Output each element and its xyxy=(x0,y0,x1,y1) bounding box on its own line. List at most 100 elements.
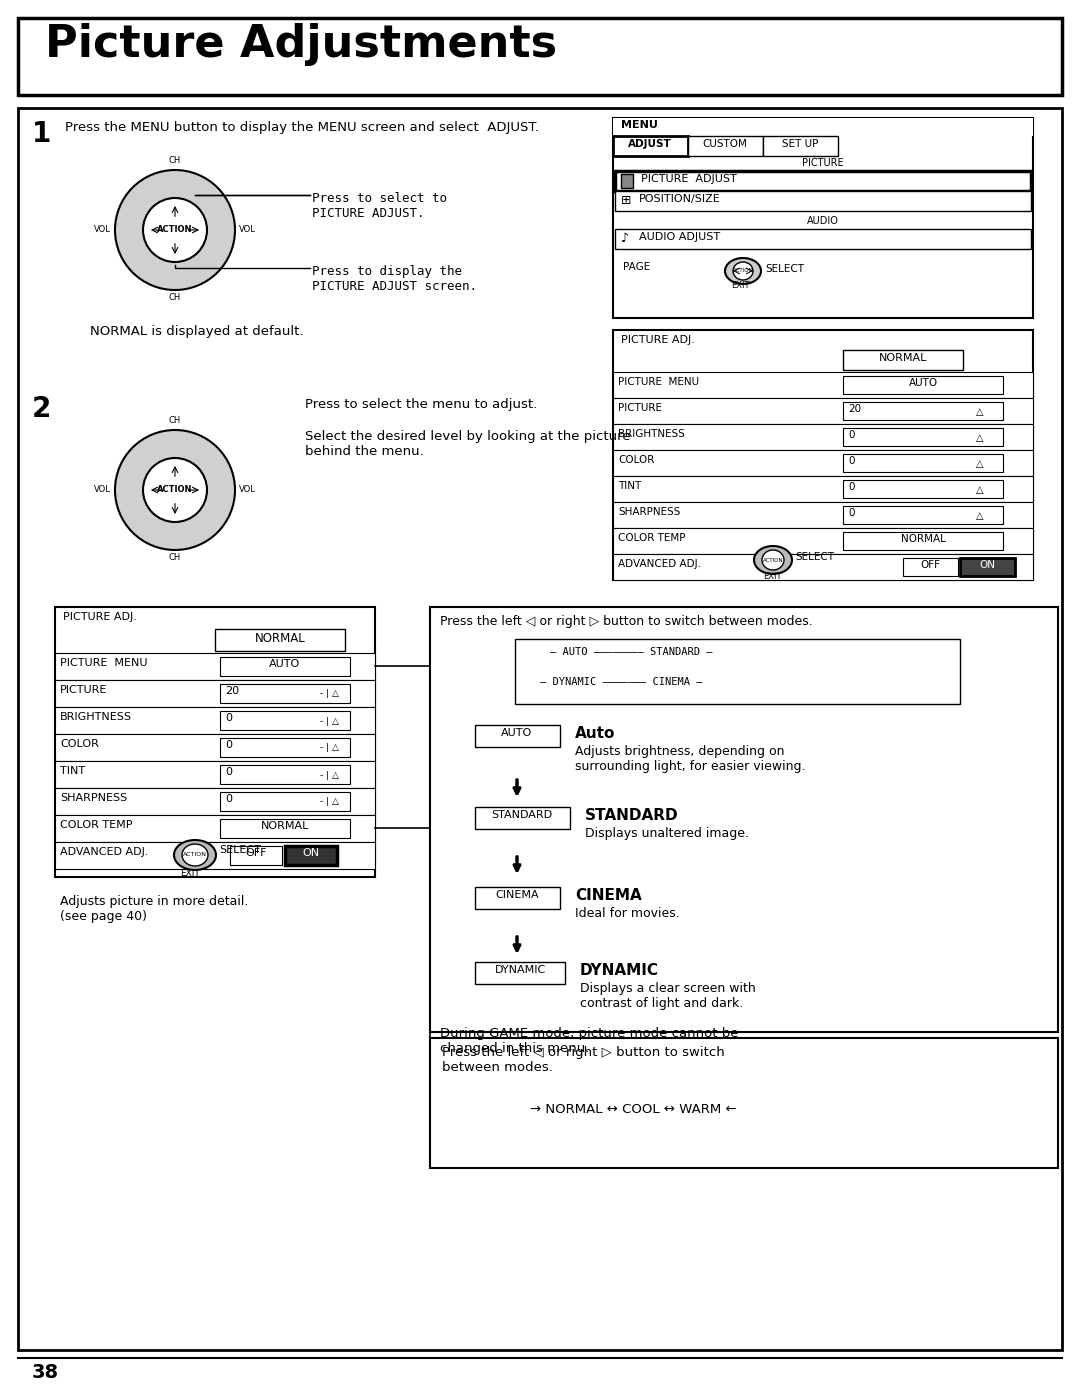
Text: SHARPNESS: SHARPNESS xyxy=(618,507,680,517)
Bar xyxy=(18,18,1062,95)
Ellipse shape xyxy=(114,170,235,291)
Bar xyxy=(613,398,1032,425)
Text: Displays unaltered image.: Displays unaltered image. xyxy=(585,827,750,840)
Bar xyxy=(475,887,561,909)
Text: 38: 38 xyxy=(32,1363,59,1382)
Bar xyxy=(615,170,1031,191)
Bar xyxy=(762,136,838,156)
Text: - | △: - | △ xyxy=(320,798,339,806)
Text: EXIT: EXIT xyxy=(762,571,782,581)
Text: STANDARD: STANDARD xyxy=(491,810,553,820)
Bar xyxy=(55,707,375,733)
Text: 0: 0 xyxy=(225,793,232,805)
Text: Press to display the
PICTURE ADJUST screen.: Press to display the PICTURE ADJUST scre… xyxy=(312,265,477,293)
Text: VOL: VOL xyxy=(239,225,256,235)
Text: ON: ON xyxy=(978,560,995,570)
Text: 1: 1 xyxy=(32,120,51,148)
Bar xyxy=(613,476,1032,502)
Bar xyxy=(613,330,1032,580)
Bar xyxy=(55,814,375,842)
Text: ♪: ♪ xyxy=(621,232,629,244)
Text: DYNAMIC: DYNAMIC xyxy=(580,963,659,978)
Text: - | △: - | △ xyxy=(320,743,339,753)
Bar xyxy=(55,788,375,814)
Ellipse shape xyxy=(183,844,208,866)
Bar xyxy=(215,629,345,651)
Text: SELECT: SELECT xyxy=(765,264,804,274)
Bar xyxy=(960,557,1015,576)
Bar xyxy=(843,454,1003,472)
Bar xyxy=(475,725,561,747)
Text: COLOR TEMP: COLOR TEMP xyxy=(60,820,133,830)
Text: Picture Adjustments: Picture Adjustments xyxy=(45,22,557,66)
Text: ON: ON xyxy=(302,848,320,858)
Bar xyxy=(430,1038,1058,1168)
Bar xyxy=(843,481,1003,497)
Bar xyxy=(55,608,375,877)
Text: AUTO: AUTO xyxy=(908,379,937,388)
Bar xyxy=(285,847,337,865)
Bar xyxy=(843,506,1003,524)
Text: PICTURE ADJ.: PICTURE ADJ. xyxy=(63,612,137,622)
Text: EXIT: EXIT xyxy=(180,869,200,877)
Text: NORMAL is displayed at default.: NORMAL is displayed at default. xyxy=(90,326,303,338)
Text: Press the left ◁ or right ▷ button to switch between modes.: Press the left ◁ or right ▷ button to sw… xyxy=(440,615,813,629)
Text: 0: 0 xyxy=(848,455,854,467)
Text: ⊞: ⊞ xyxy=(621,194,632,207)
Text: 0: 0 xyxy=(225,712,232,724)
Text: PICTURE  MENU: PICTURE MENU xyxy=(618,377,699,387)
Text: PICTURE: PICTURE xyxy=(802,158,843,168)
Text: CH: CH xyxy=(168,416,181,425)
Bar xyxy=(220,711,350,731)
Text: 0: 0 xyxy=(848,509,854,518)
Bar xyxy=(430,608,1058,1032)
Text: BRIGHTNESS: BRIGHTNESS xyxy=(618,429,685,439)
Text: PAGE: PAGE xyxy=(623,263,650,272)
Bar xyxy=(475,807,570,828)
Text: ADVANCED ADJ.: ADVANCED ADJ. xyxy=(618,559,701,569)
Bar xyxy=(613,502,1032,528)
Text: △: △ xyxy=(975,433,983,443)
Text: MENU: MENU xyxy=(621,120,658,130)
Text: ADVANCED ADJ.: ADVANCED ADJ. xyxy=(60,847,149,856)
Text: VOL: VOL xyxy=(94,486,111,495)
Bar xyxy=(230,847,282,865)
Bar xyxy=(615,229,1031,249)
Bar xyxy=(843,532,1003,550)
Text: Press to select to
PICTURE ADJUST.: Press to select to PICTURE ADJUST. xyxy=(312,191,447,219)
Text: △: △ xyxy=(975,407,983,416)
Text: ACTION: ACTION xyxy=(183,852,207,858)
Text: SET UP: SET UP xyxy=(782,138,819,149)
Text: AUDIO ADJUST: AUDIO ADJUST xyxy=(639,232,720,242)
Text: POSITION/SIZE: POSITION/SIZE xyxy=(639,194,720,204)
Text: 0: 0 xyxy=(848,482,854,492)
Bar xyxy=(220,738,350,757)
Bar xyxy=(220,792,350,812)
Text: Press the left ◁ or right ▷ button to switch
between modes.: Press the left ◁ or right ▷ button to sw… xyxy=(442,1046,725,1074)
Text: ACTION: ACTION xyxy=(158,486,192,495)
Bar xyxy=(475,963,565,983)
Text: VOL: VOL xyxy=(94,225,111,235)
Text: Ideal for movies.: Ideal for movies. xyxy=(575,907,679,921)
Text: — AUTO ———————— STANDARD —: — AUTO ———————— STANDARD — xyxy=(550,647,713,657)
Text: Press to select the menu to adjust.: Press to select the menu to adjust. xyxy=(305,398,537,411)
Text: → NORMAL ↔ COOL ↔ WARM ←: → NORMAL ↔ COOL ↔ WARM ← xyxy=(530,1104,737,1116)
Text: SELECT: SELECT xyxy=(219,845,261,855)
Text: △: △ xyxy=(975,460,983,469)
Bar xyxy=(843,402,1003,420)
Text: △: △ xyxy=(975,511,983,521)
Text: 20: 20 xyxy=(225,686,239,696)
Text: CINEMA: CINEMA xyxy=(575,888,642,902)
Bar xyxy=(55,652,375,680)
Bar xyxy=(613,117,1032,136)
Text: BRIGHTNESS: BRIGHTNESS xyxy=(60,712,132,722)
Text: 2: 2 xyxy=(32,395,52,423)
Ellipse shape xyxy=(114,430,235,550)
Bar xyxy=(220,685,350,703)
Bar xyxy=(55,842,375,869)
Text: — DYNAMIC ——————— CINEMA —: — DYNAMIC ——————— CINEMA — xyxy=(540,678,702,687)
Bar xyxy=(220,819,350,838)
Ellipse shape xyxy=(143,198,207,263)
Text: TINT: TINT xyxy=(60,766,85,775)
Ellipse shape xyxy=(143,458,207,522)
